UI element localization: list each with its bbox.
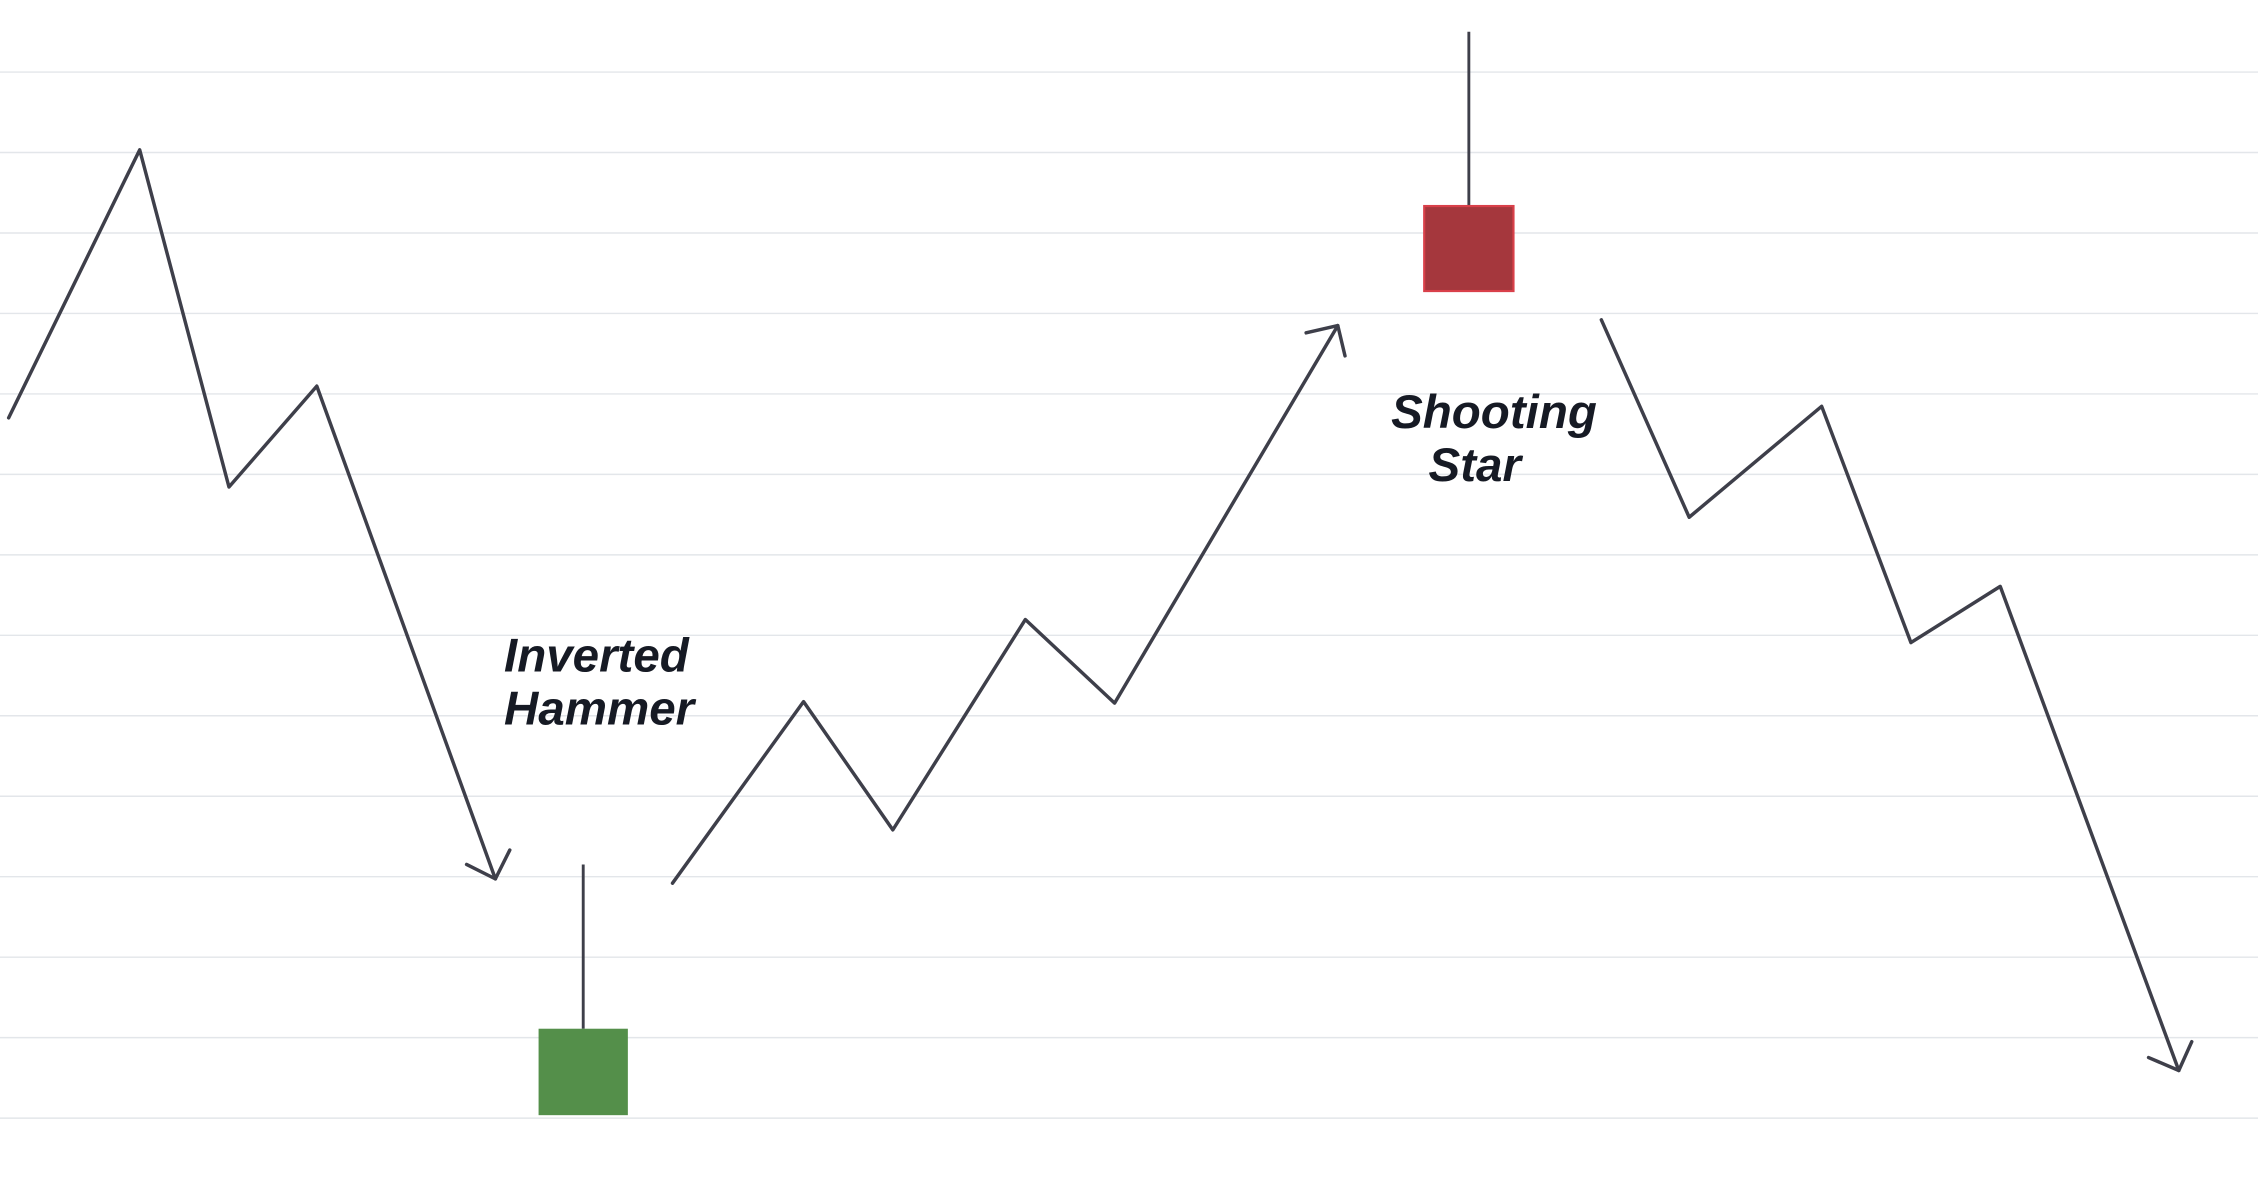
inverted-hammer-candle — [538, 864, 628, 1116]
shooting-star-candle — [1423, 31, 1515, 293]
shooting-star-body — [1423, 204, 1515, 293]
downtrend-line-1 — [6, 148, 498, 881]
gridlines — [0, 71, 2258, 1119]
label-line: Star — [1429, 439, 1524, 492]
uptrend-arrowhead — [1304, 323, 1347, 358]
downtrend-2-arrowhead — [2146, 1039, 2194, 1073]
inverted-hammer-label: Inverted Hammer — [504, 629, 702, 735]
trend-lines — [6, 148, 2194, 1073]
label-line: Hammer — [504, 683, 697, 736]
uptrend-line — [670, 323, 1340, 885]
shooting-star-label: Shooting Star — [1391, 386, 1610, 492]
inverted-hammer-body — [538, 1028, 628, 1116]
label-line: Inverted — [504, 629, 690, 682]
downtrend-1-arrowhead — [464, 848, 512, 881]
downtrend-line-2 — [1599, 318, 2181, 1073]
label-line: Shooting — [1391, 386, 1597, 439]
